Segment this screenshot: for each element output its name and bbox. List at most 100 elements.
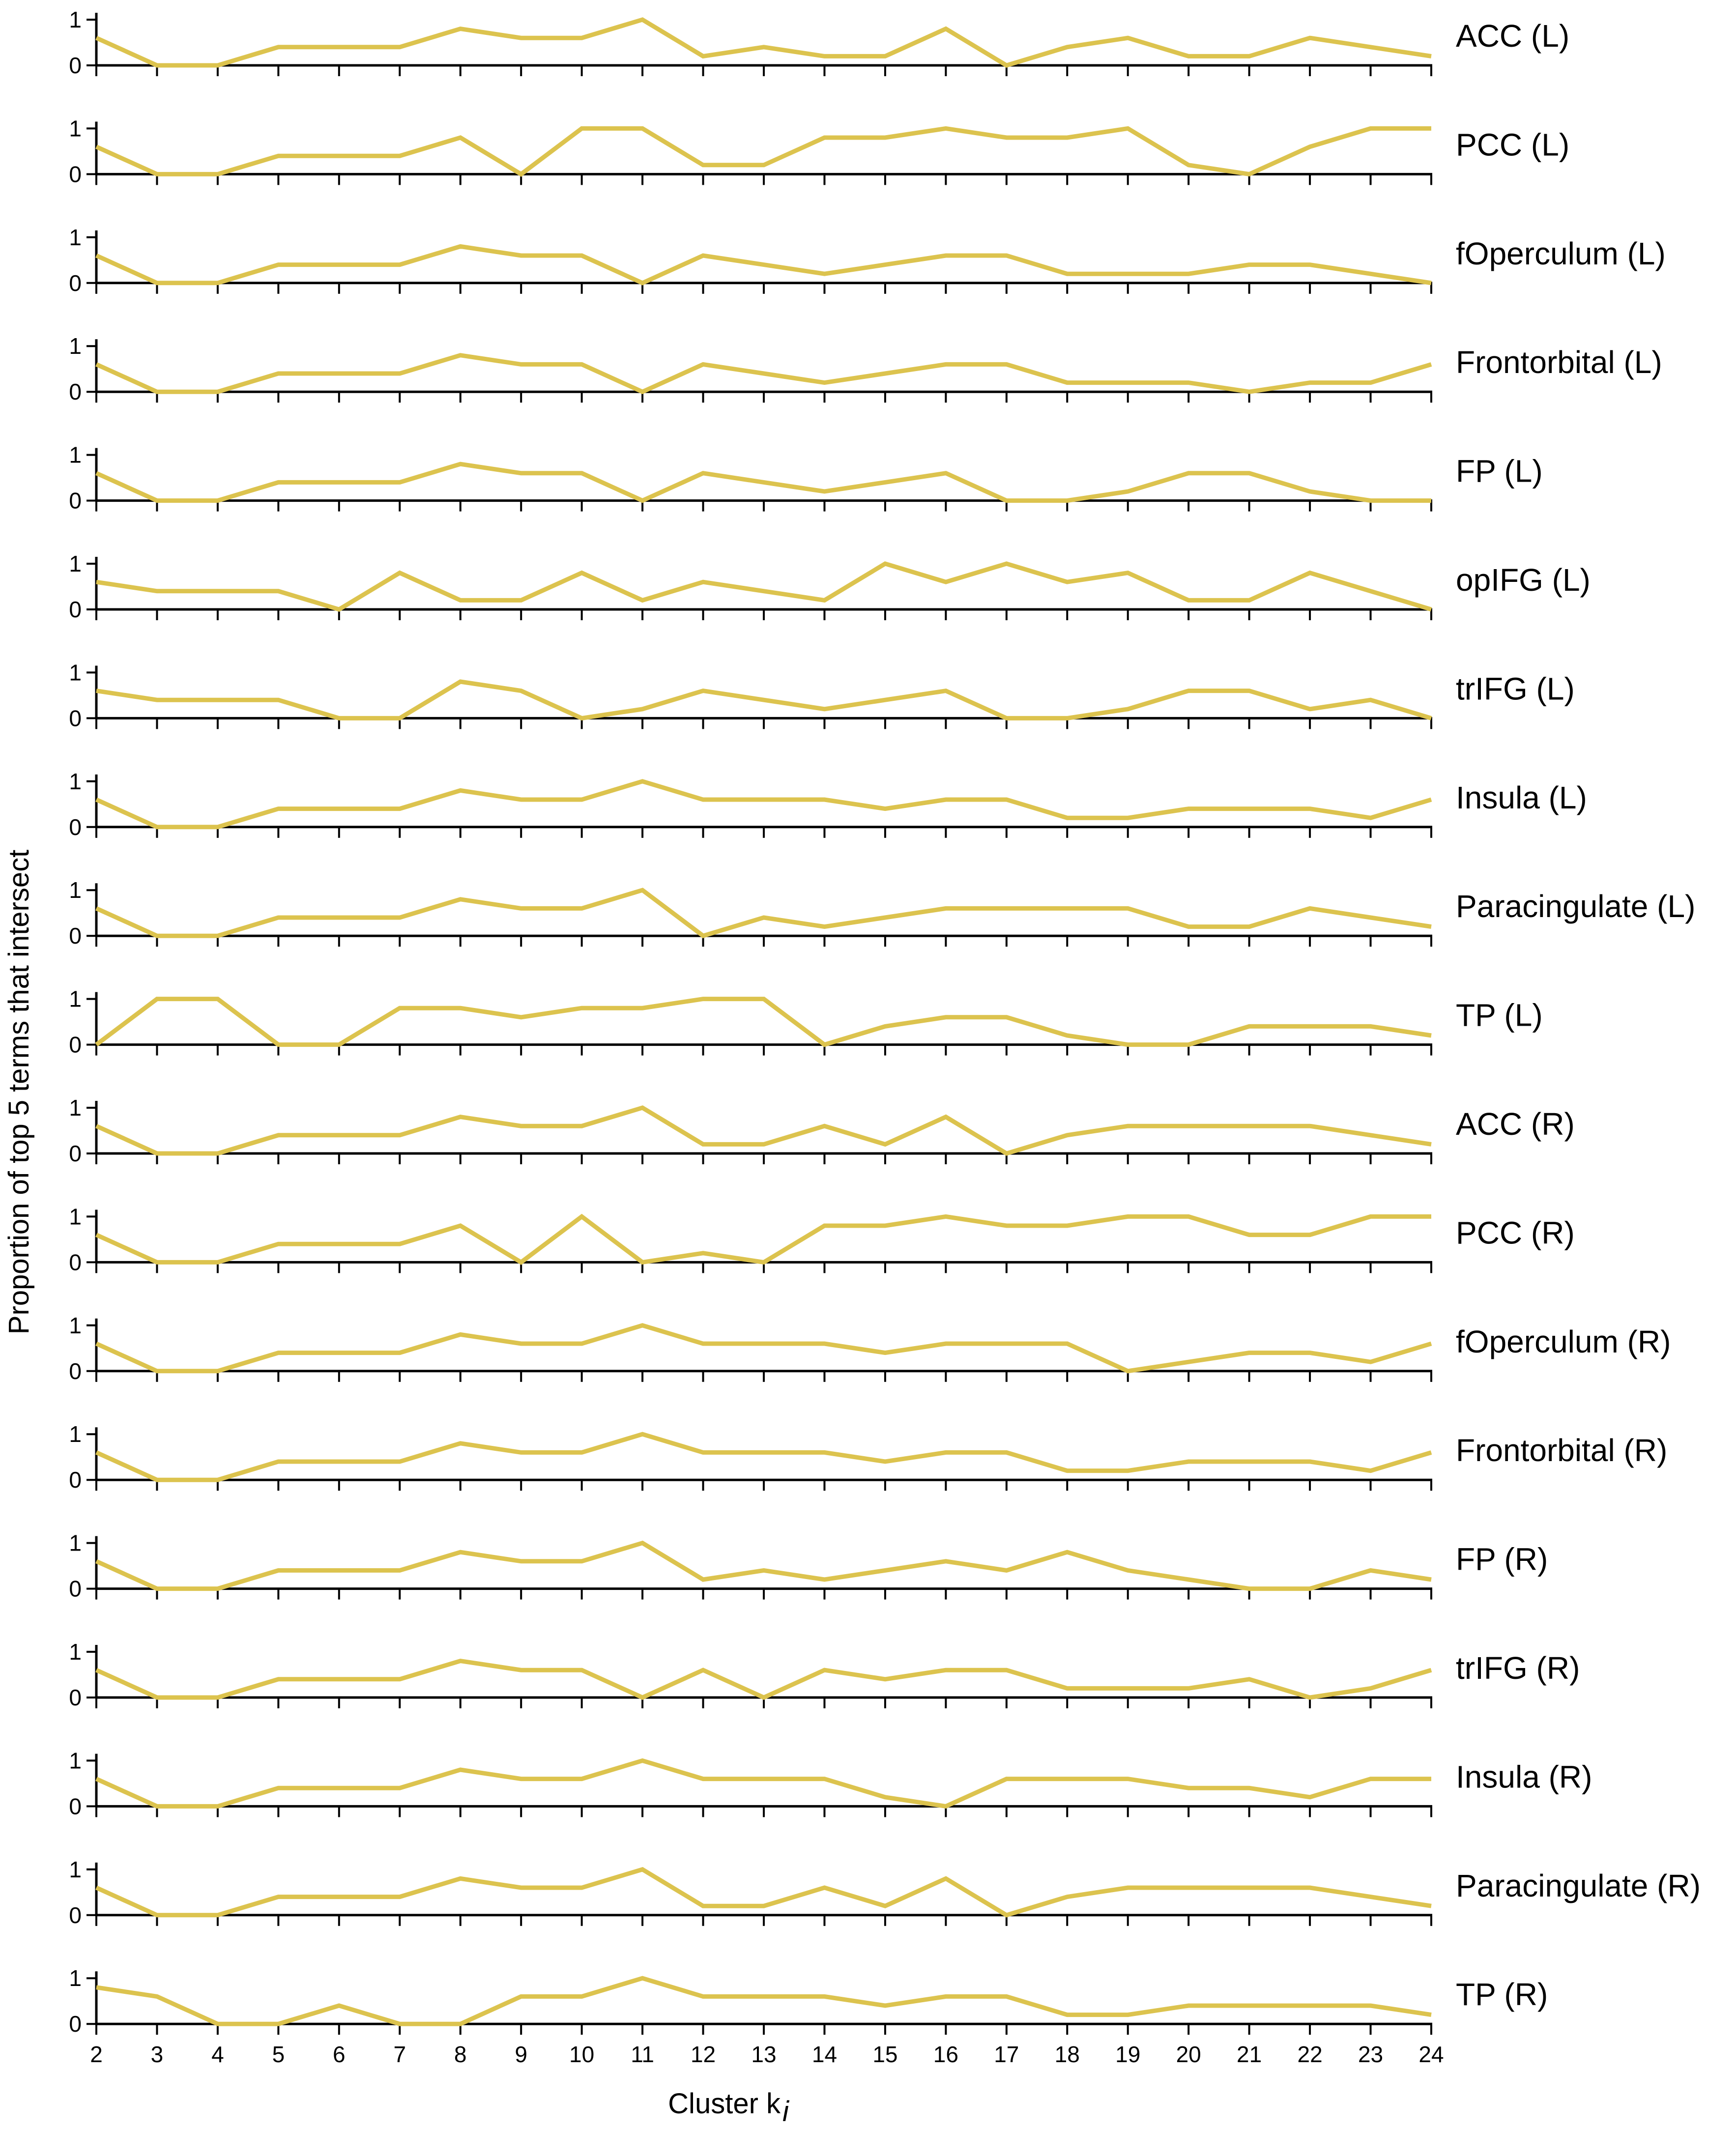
panel-8: 0 1 Insula (L) [69,769,1587,840]
series-label: Paracingulate (L) [1456,889,1695,924]
series-label: PCC (L) [1456,127,1569,162]
x-tick-label: 19 [1115,2042,1140,2067]
y-tick-label: 1 [69,7,82,32]
y-tick-label: 0 [69,1793,82,1819]
panel-17: 0 1 Insula (R) [69,1748,1592,1819]
series-line [95,353,1432,395]
series-label: Frontorbital (L) [1456,345,1662,380]
panel-18: 0 1 Paracingulate (R) [69,1857,1701,1928]
series-line [95,997,1432,1047]
panel-14: 0 1 Frontorbital (R) [69,1421,1667,1493]
chart-panels: 0 1 ACC (L) 0 1 PCC (L) 0 1 fOperculum (L) 0 1 Fron… [69,7,1701,2037]
y-tick-label: 0 [69,1902,82,1928]
x-tick-label: 5 [272,2042,285,2067]
series-label: trIFG (R) [1456,1650,1580,1686]
x-tick-label: 13 [751,2042,776,2067]
panel-2: 0 1 PCC (L) [69,115,1569,187]
x-tick-label: 8 [454,2042,467,2067]
y-tick-label: 1 [69,986,82,1012]
y-tick-label: 1 [69,1748,82,1773]
y-tick-label: 0 [69,1467,82,1493]
x-tick-label: 17 [994,2042,1019,2067]
y-tick-label: 0 [69,1249,82,1275]
panel-12: 0 1 PCC (R) [69,1204,1574,1275]
series-line [95,888,1432,939]
series-label: FP (L) [1456,454,1543,489]
series-line [95,1323,1432,1374]
y-tick-label: 0 [69,1576,82,1602]
series-label: Insula (R) [1456,1759,1592,1794]
y-tick-label: 0 [69,705,82,731]
panel-19: 0 1 TP (R) [69,1965,1548,2037]
x-tick-label: 24 [1418,2042,1444,2067]
series-label: fOperculum (R) [1456,1324,1671,1359]
panel-11: 0 1 ACC (R) [69,1095,1574,1166]
series-line [95,1758,1431,1809]
y-tick-label: 1 [69,1421,82,1447]
y-tick-label: 1 [69,877,82,903]
series-label: Frontorbital (R) [1456,1433,1667,1468]
panel-7: 0 1 trIFG (L) [69,660,1574,731]
y-tick-label: 1 [69,1204,82,1229]
x-tick-label: 20 [1176,2042,1201,2067]
x-tick-label: 23 [1358,2042,1383,2067]
series-line [96,561,1432,612]
panel-5: 0 1 FP (L) [69,442,1542,514]
panel-13: 0 1 fOperculum (R) [69,1313,1671,1384]
panel-6: 0 1 opIFG (L) [69,551,1590,622]
y-tick-label: 0 [69,1032,82,1058]
series-line [95,1105,1432,1156]
panel-3: 0 1 fOperculum (L) [69,225,1665,296]
x-tick-label: 3 [151,2042,164,2067]
series-label: trIFG (L) [1456,671,1575,706]
y-tick-label: 1 [69,1530,82,1556]
y-tick-label: 0 [69,1358,82,1384]
panel-4: 0 1 Frontorbital (L) [69,333,1662,404]
series-label: fOperculum (L) [1456,236,1666,271]
x-tick-label: 18 [1055,2042,1080,2067]
panel-16: 0 1 trIFG (R) [69,1639,1580,1710]
series-label: PCC (R) [1456,1215,1575,1250]
y-tick-label: 1 [69,660,82,685]
series-label: ACC (L) [1456,18,1569,54]
series-label: ACC (R) [1456,1106,1575,1142]
series-label: Paracingulate (R) [1456,1868,1701,1903]
x-tick-label: 21 [1237,2042,1262,2067]
series-line [95,244,1432,286]
y-tick-label: 0 [69,161,82,187]
x-tick-label: 16 [933,2042,958,2067]
series-label: opIFG (L) [1456,562,1591,598]
y-tick-label: 1 [69,333,82,359]
y-tick-label: 0 [69,2011,82,2037]
series-label: FP (R) [1456,1542,1548,1577]
panel-15: 0 1 FP (R) [69,1530,1548,1602]
y-tick-label: 1 [69,1857,82,1882]
x-axis-ticks: 2 3 4 5 6 7 8 9 10 11 12 13 14 15 16 17 18 19 20 21 22 23 24 [90,2042,1444,2067]
y-tick-label: 0 [69,597,82,622]
y-tick-label: 0 [69,814,82,840]
series-line [95,461,1431,503]
panel-10: 0 1 TP (L) [69,986,1542,1058]
x-tick-label: 11 [631,2042,654,2067]
series-line [96,1976,1432,2026]
y-tick-label: 1 [69,442,82,468]
y-tick-label: 0 [69,379,82,404]
series-line [95,126,1431,177]
y-tick-label: 0 [69,1141,82,1166]
x-tick-label: 10 [569,2042,594,2067]
y-tick-label: 1 [69,551,82,576]
y-axis-title: Proportion of top 5 terms that intersect [3,850,35,1334]
y-tick-label: 0 [69,53,82,78]
series-line [96,679,1432,721]
x-tick-label: 15 [872,2042,897,2067]
series-label: TP (R) [1456,1977,1548,2012]
x-axis-title: Cluster k [668,2088,781,2120]
series-label: Insula (L) [1456,780,1587,815]
x-tick-label: 2 [90,2042,103,2067]
series-line [95,1213,1431,1265]
series-line [95,1540,1432,1591]
y-tick-label: 1 [69,1313,82,1338]
y-tick-label: 1 [69,769,82,794]
series-line [95,1658,1432,1700]
